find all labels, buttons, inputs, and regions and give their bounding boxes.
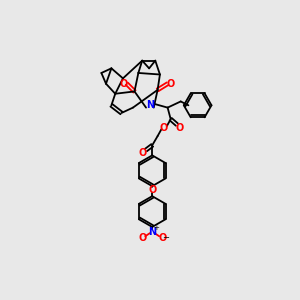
Text: O: O [167,79,175,89]
Text: N: N [146,100,154,110]
Text: O: O [148,185,156,195]
Text: N: N [148,226,156,237]
Text: −: − [163,233,170,242]
Text: O: O [139,148,147,158]
Text: O: O [120,79,128,89]
Text: O: O [160,123,168,133]
Text: +: + [153,225,159,231]
Text: O: O [176,123,184,133]
Text: O: O [138,233,146,243]
Text: O: O [158,233,166,243]
